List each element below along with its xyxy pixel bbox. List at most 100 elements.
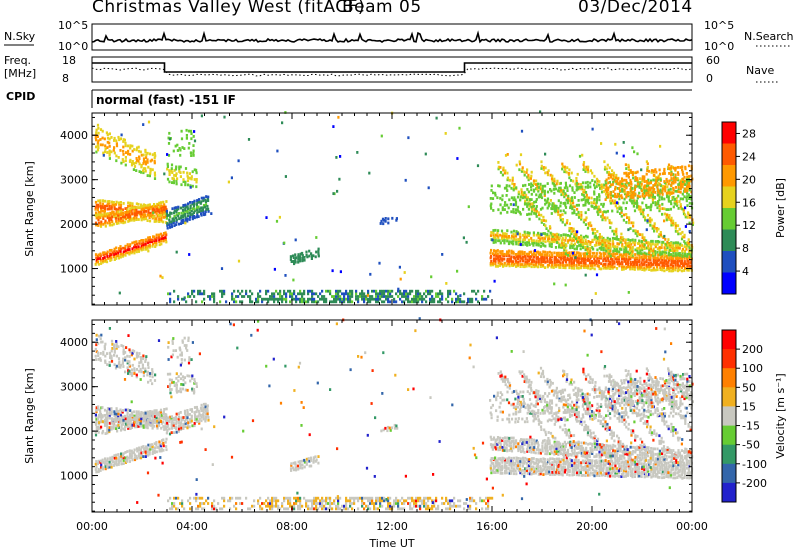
scatter-cell [295,499,298,503]
scatter-cell [343,295,346,298]
scatter-cell [622,257,625,261]
scatter-cell [677,187,680,191]
scatter-cell [94,431,97,434]
scatter-cell [616,192,619,196]
scatter-cell [616,262,619,266]
scatter-cell [656,176,659,180]
scatter-cell [121,362,124,365]
scatter-cell [611,266,614,270]
scatter-cell [405,297,408,301]
scatter-cell [544,152,547,156]
scatter-cell [97,354,100,358]
scatter-cell [141,363,144,367]
scatter-cell [528,231,531,235]
scatter-cell [670,177,673,180]
scatter-cell [687,181,690,185]
scatter-cell [179,411,182,414]
scatter-cell [283,507,286,511]
scatter-cell [530,212,533,216]
scatter-cell [573,205,576,209]
scatter-cell [120,252,123,256]
scatter-cell [122,145,125,149]
scatter-cell [631,146,634,150]
scatter-cell [335,297,338,301]
scatter-cell [526,243,529,247]
scatter-cell [572,261,575,265]
y-axis-label: Slant Range [km] [23,161,36,257]
scatter-cell [687,241,690,245]
scatter-cell [415,295,418,298]
scatter-cell [122,352,125,356]
scatter-cell [633,268,636,271]
scatter-cell [171,339,174,343]
scatter-cell [142,416,145,420]
scatter-cell [672,195,675,199]
scatter-cell [643,266,646,270]
scatter-cell [503,239,506,242]
scatter-cell [576,260,579,264]
scatter-cell [672,264,675,268]
scatter-cell [142,445,145,448]
scatter-cell [687,259,690,263]
scatter-cell [165,419,168,423]
scatter-cell [649,188,652,192]
scatter-cell [115,142,118,146]
scatter-cell [97,430,100,434]
scatter-cell [162,205,165,209]
scatter-cell [576,172,579,176]
scatter-cell [584,261,587,265]
scatter-cell [220,267,224,270]
scatter-cell [289,467,293,471]
scatter-cell [162,220,165,224]
scatter-cell [580,198,583,202]
scatter-cell [646,165,649,169]
scatter-cell [663,261,666,265]
scatter-cell [187,129,191,133]
scatter-cell [177,496,180,500]
scatter-cell [196,201,199,204]
scatter-cell [108,416,111,420]
scatter-cell [294,260,297,264]
scatter-cell [688,230,691,233]
scatter-cell [627,191,630,194]
scatter-cell [609,244,612,248]
scatter-cell [315,292,318,296]
scatter-cell [106,202,109,206]
scatter-cell [329,300,332,304]
scatter-cell [200,213,203,217]
scatter-cell [178,217,181,221]
scatter-cell [325,289,328,293]
scatter-cell [636,152,639,156]
scatter-cell [317,249,320,253]
scatter-cell [151,153,154,157]
scatter-cell [261,502,264,505]
scatter-cell [279,507,282,511]
scatter-cell [108,465,111,469]
scatter-cell [164,425,167,429]
scatter-cell [643,216,647,220]
scatter-cell [672,191,675,195]
scatter-cell [160,442,163,446]
scatter-cell [554,256,558,260]
scatter-cell [110,355,113,358]
scatter-cell [494,193,497,197]
scatter-cell [173,384,176,387]
scatter-cell [311,499,314,503]
scatter-cell [577,236,581,239]
scatter-cell [197,504,200,508]
scatter-cell [499,251,502,255]
scatter-cell [285,297,288,301]
scatter-cell [157,446,160,449]
scatter-cell [289,258,292,261]
scatter-cell [579,243,582,247]
scatter-cell [202,206,205,210]
scatter-cell [537,260,540,264]
scatter-cell [503,257,506,261]
scatter-cell [650,268,653,272]
scatter-cell [580,257,583,260]
scatter-cell [257,295,260,298]
scatter-cell [632,263,635,267]
scatter-cell [135,351,139,355]
scatter-cell [186,411,189,415]
